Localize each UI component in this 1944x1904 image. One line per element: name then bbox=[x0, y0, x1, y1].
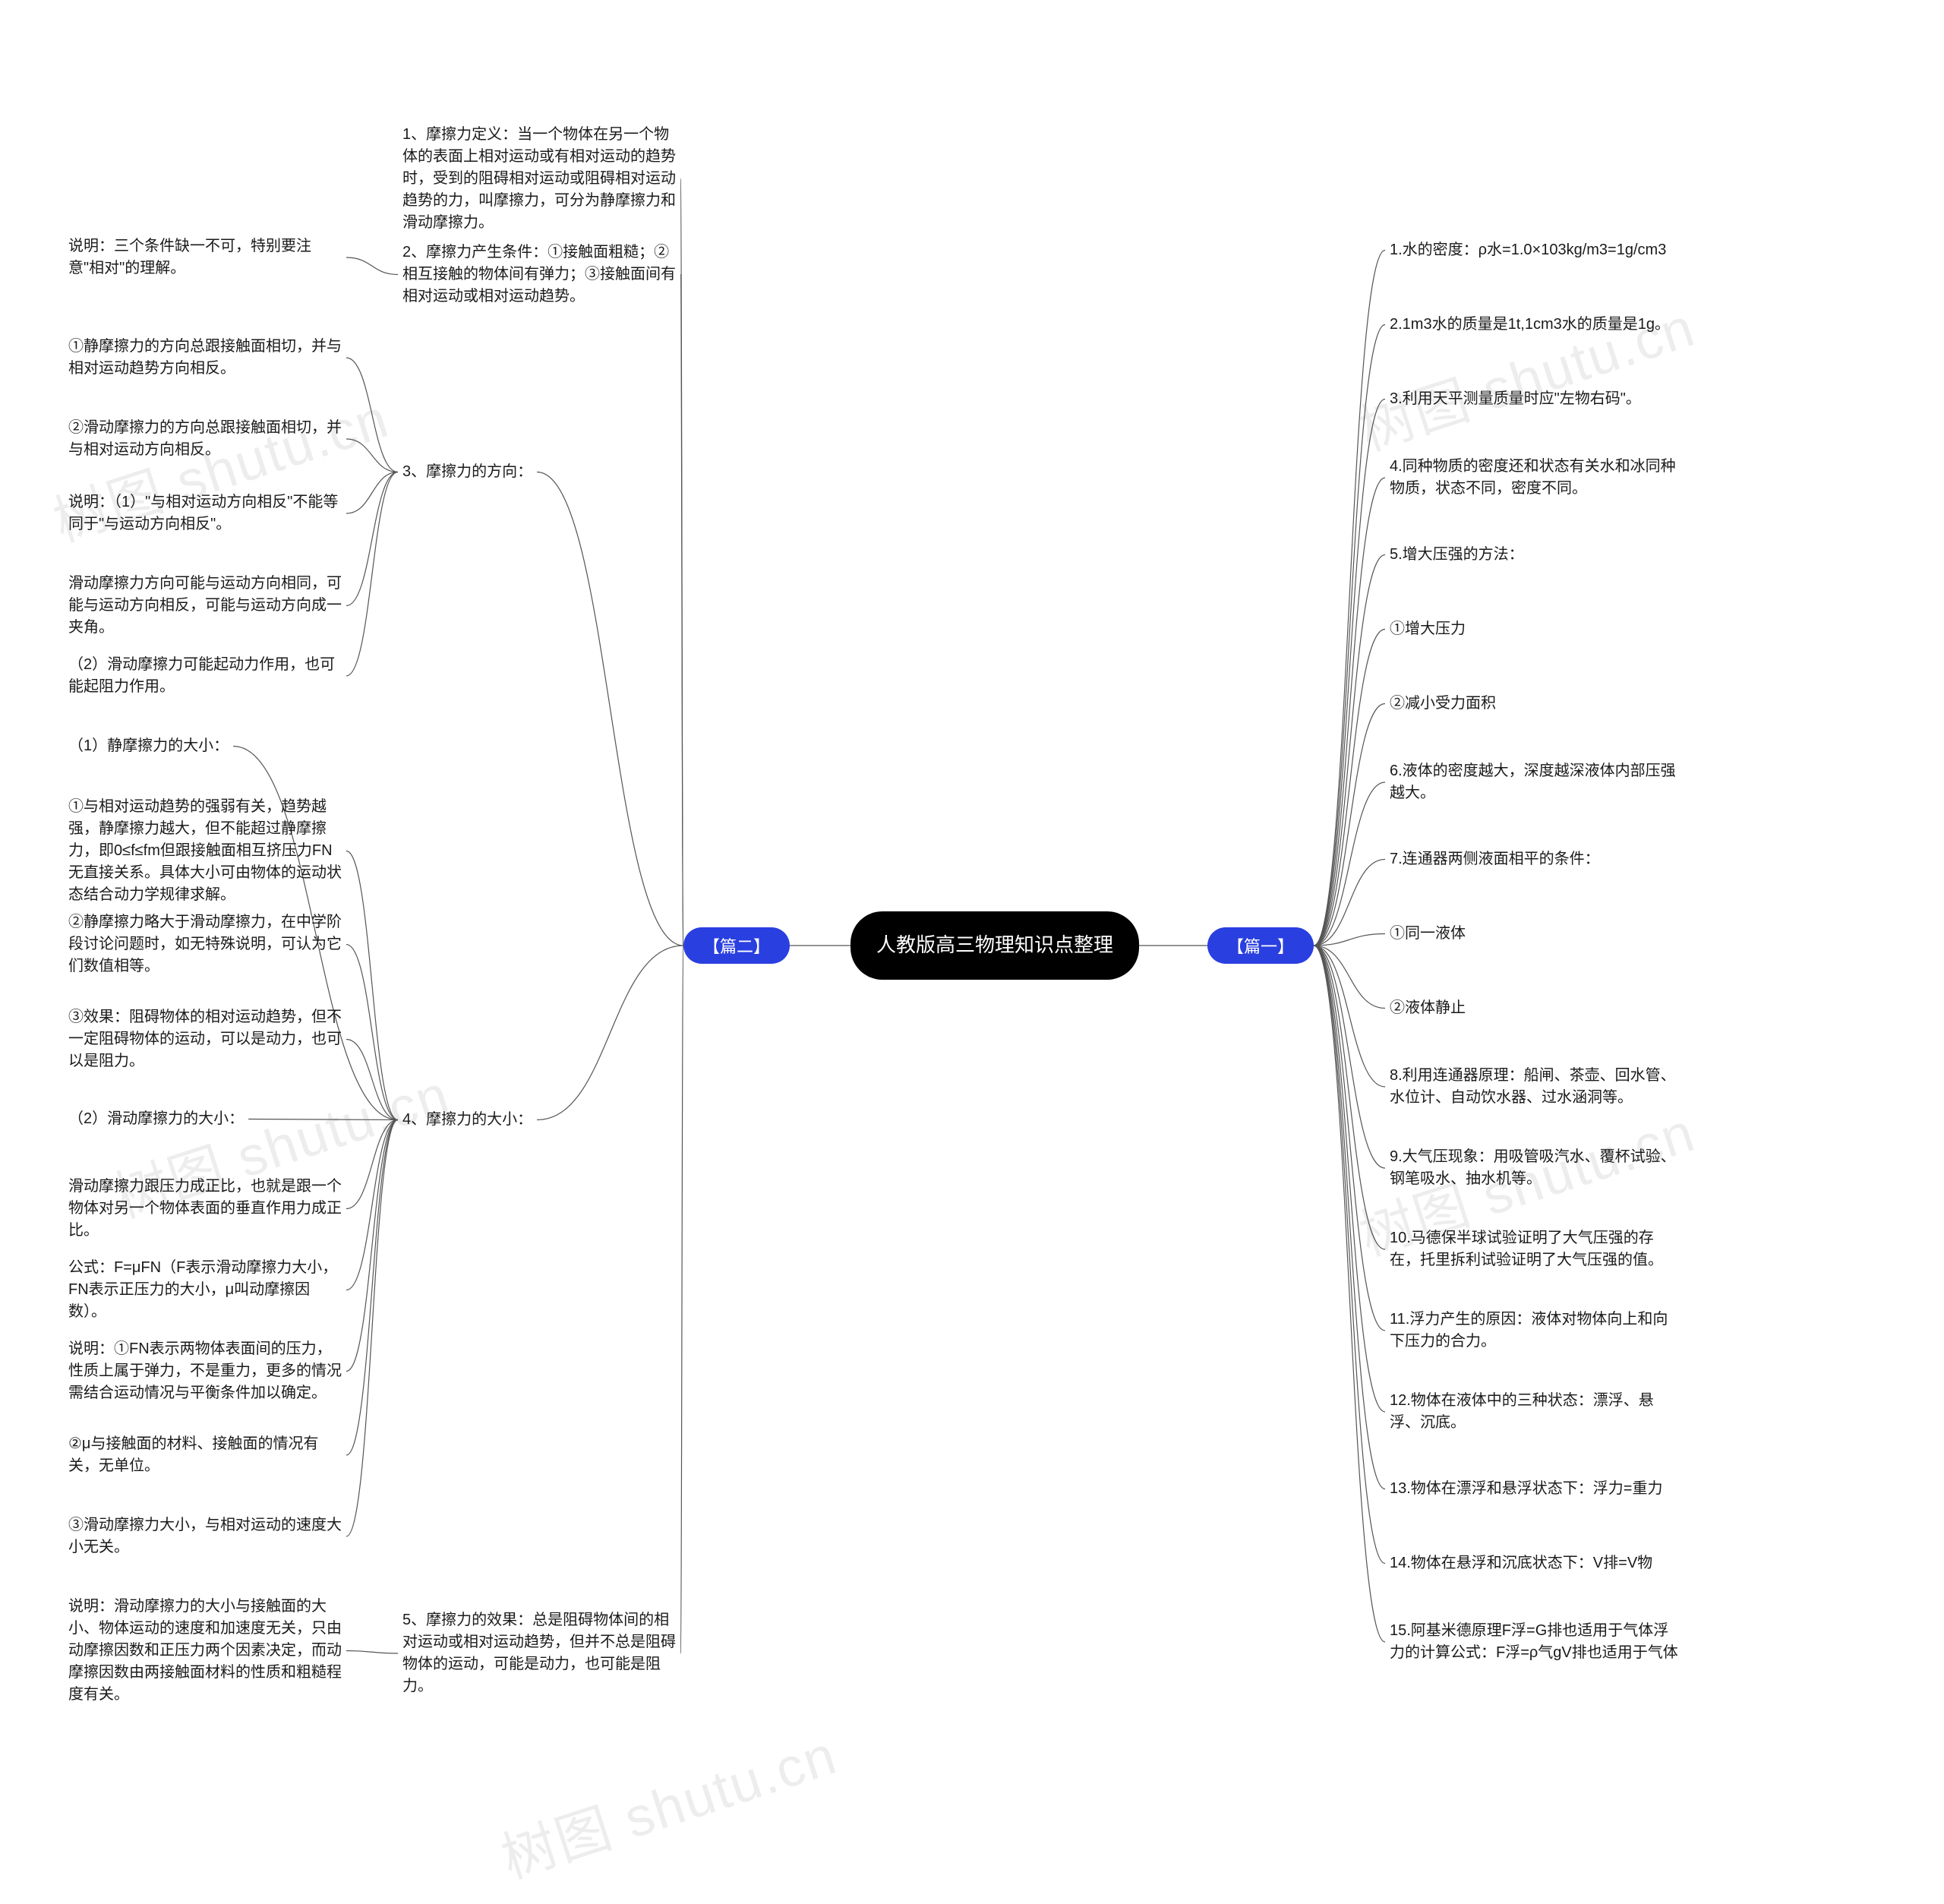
right-leaf: 5.增大压强的方法： bbox=[1390, 544, 1524, 566]
left-hub: 5、摩擦力的效果：总是阻碍物体间的相对运动或相对运动趋势，但并不总是阻碍物体的运… bbox=[402, 1609, 676, 1697]
right-leaf: 14.物体在悬浮和沉底状态下：V排=V物 bbox=[1390, 1552, 1652, 1574]
right-leaf: 2.1m3水的质量是1t,1cm3水的质量是1g。 bbox=[1390, 314, 1670, 336]
branch-right: 【篇一】 bbox=[1207, 927, 1314, 964]
center-label: 人教版高三物理知识点整理 bbox=[876, 932, 1113, 958]
left-leaf: ③效果：阻碍物体的相对运动趋势，但不一定阻碍物体的运动，可以是动力，也可以是阻力… bbox=[68, 1006, 342, 1072]
left-leaf: 滑动摩擦力方向可能与运动方向相同，可能与运动方向相反，可能与运动方向成一夹角。 bbox=[68, 573, 342, 639]
right-leaf: 10.马德保半球试验证明了大气压强的存在，托里拆利试验证明了大气压强的值。 bbox=[1390, 1227, 1678, 1271]
right-leaf: 1.水的密度：ρ水=1.0×103kg/m3=1g/cm3 bbox=[1390, 239, 1666, 261]
left-hub: 4、摩擦力的大小： bbox=[402, 1109, 532, 1131]
left-leaf: ①静摩擦力的方向总跟接触面相切，并与相对运动趋势方向相反。 bbox=[68, 336, 342, 380]
left-leaf: 说明：①FN表示两物体表面间的压力，性质上属于弹力，不是重力，更多的情况需结合运… bbox=[68, 1338, 342, 1404]
mindmap-canvas: 树图 shutu.cn 树图 shutu.cn 树图 shutu.cn 树图 s… bbox=[0, 0, 1944, 1904]
left-leaf: （2）滑动摩擦力可能起动力作用，也可能起阻力作用。 bbox=[68, 654, 342, 698]
right-leaf: ①同一液体 bbox=[1390, 923, 1466, 945]
left-hub: 1、摩擦力定义：当一个物体在另一个物体的表面上相对运动或有相对运动的趋势时，受到… bbox=[402, 124, 676, 234]
left-leaf: ②滑动摩擦力的方向总跟接触面相切，并与相对运动方向相反。 bbox=[68, 417, 342, 461]
watermark: 树图 shutu.cn bbox=[490, 1710, 845, 1893]
right-leaf: 12.物体在液体中的三种状态：漂浮、悬浮、沉底。 bbox=[1390, 1390, 1678, 1434]
right-leaf: 4.同种物质的密度还和状态有关水和冰同种物质，状态不同，密度不同。 bbox=[1390, 456, 1678, 500]
right-leaf: 9.大气压现象：用吸管吸汽水、覆杯试验、钢笔吸水、抽水机等。 bbox=[1390, 1146, 1678, 1190]
left-leaf: 说明：滑动摩擦力的大小与接触面的大小、物体运动的速度和加速度无关，只由动摩擦因数… bbox=[68, 1596, 342, 1706]
left-leaf: 滑动摩擦力跟压力成正比，也就是跟一个物体对另一个物体表面的垂直作用力成正比。 bbox=[68, 1176, 342, 1242]
watermark: 树图 shutu.cn bbox=[1348, 283, 1703, 466]
left-leaf: 说明：三个条件缺一不可，特别要注意"相对"的理解。 bbox=[68, 235, 342, 279]
branch-right-label: 【篇一】 bbox=[1227, 933, 1294, 958]
right-leaf: ②减小受力面积 bbox=[1390, 693, 1496, 715]
left-leaf: ②μ与接触面的材料、接触面的情况有关，无单位。 bbox=[68, 1433, 342, 1477]
left-leaf: ③滑动摩擦力大小，与相对运动的速度大小无关。 bbox=[68, 1514, 342, 1558]
right-leaf: 8.利用连通器原理：船闸、茶壶、回水管、水位计、自动饮水器、过水涵洞等。 bbox=[1390, 1065, 1678, 1109]
center-node: 人教版高三物理知识点整理 bbox=[850, 911, 1139, 980]
right-leaf: 13.物体在漂浮和悬浮状态下：浮力=重力 bbox=[1390, 1478, 1662, 1500]
right-leaf: ②液体静止 bbox=[1390, 997, 1466, 1019]
left-leaf: ①与相对运动趋势的强弱有关，趋势越强，静摩擦力越大，但不能超过静摩擦力，即0≤f… bbox=[68, 796, 342, 906]
left-hub: 3、摩擦力的方向： bbox=[402, 461, 532, 483]
right-leaf: 3.利用天平测量质量时应"左物右码"。 bbox=[1390, 388, 1641, 410]
left-leaf: （1）静摩擦力的大小： bbox=[68, 735, 229, 757]
right-leaf: 11.浮力产生的原因：液体对物体向上和向下压力的合力。 bbox=[1390, 1309, 1678, 1353]
branch-left-label: 【篇二】 bbox=[703, 933, 770, 958]
left-leaf: 说明：（1）"与相对运动方向相反"不能等同于"与运动方向相反"。 bbox=[68, 491, 342, 535]
left-leaf: （2）滑动摩擦力的大小： bbox=[68, 1108, 244, 1130]
left-hub: 2、摩擦力产生条件：①接触面粗糙；②相互接触的物体间有弹力；③接触面间有相对运动… bbox=[402, 242, 676, 308]
right-leaf: ①增大压力 bbox=[1390, 618, 1466, 640]
right-leaf: 6.液体的密度越大，深度越深液体内部压强越大。 bbox=[1390, 760, 1678, 804]
left-leaf: 公式：F=μFN（F表示滑动摩擦力大小，FN表示正压力的大小，μ叫动摩擦因数）。 bbox=[68, 1257, 342, 1323]
branch-left: 【篇二】 bbox=[683, 927, 790, 964]
right-leaf: 7.连通器两侧液面相平的条件： bbox=[1390, 848, 1600, 870]
left-leaf: ②静摩擦力略大于滑动摩擦力，在中学阶段讨论问题时，如无特殊说明，可认为它们数值相… bbox=[68, 911, 342, 977]
right-leaf: 15.阿基米德原理F浮=G排也适用于气体浮力的计算公式：F浮=ρ气gV排也适用于… bbox=[1390, 1620, 1678, 1664]
